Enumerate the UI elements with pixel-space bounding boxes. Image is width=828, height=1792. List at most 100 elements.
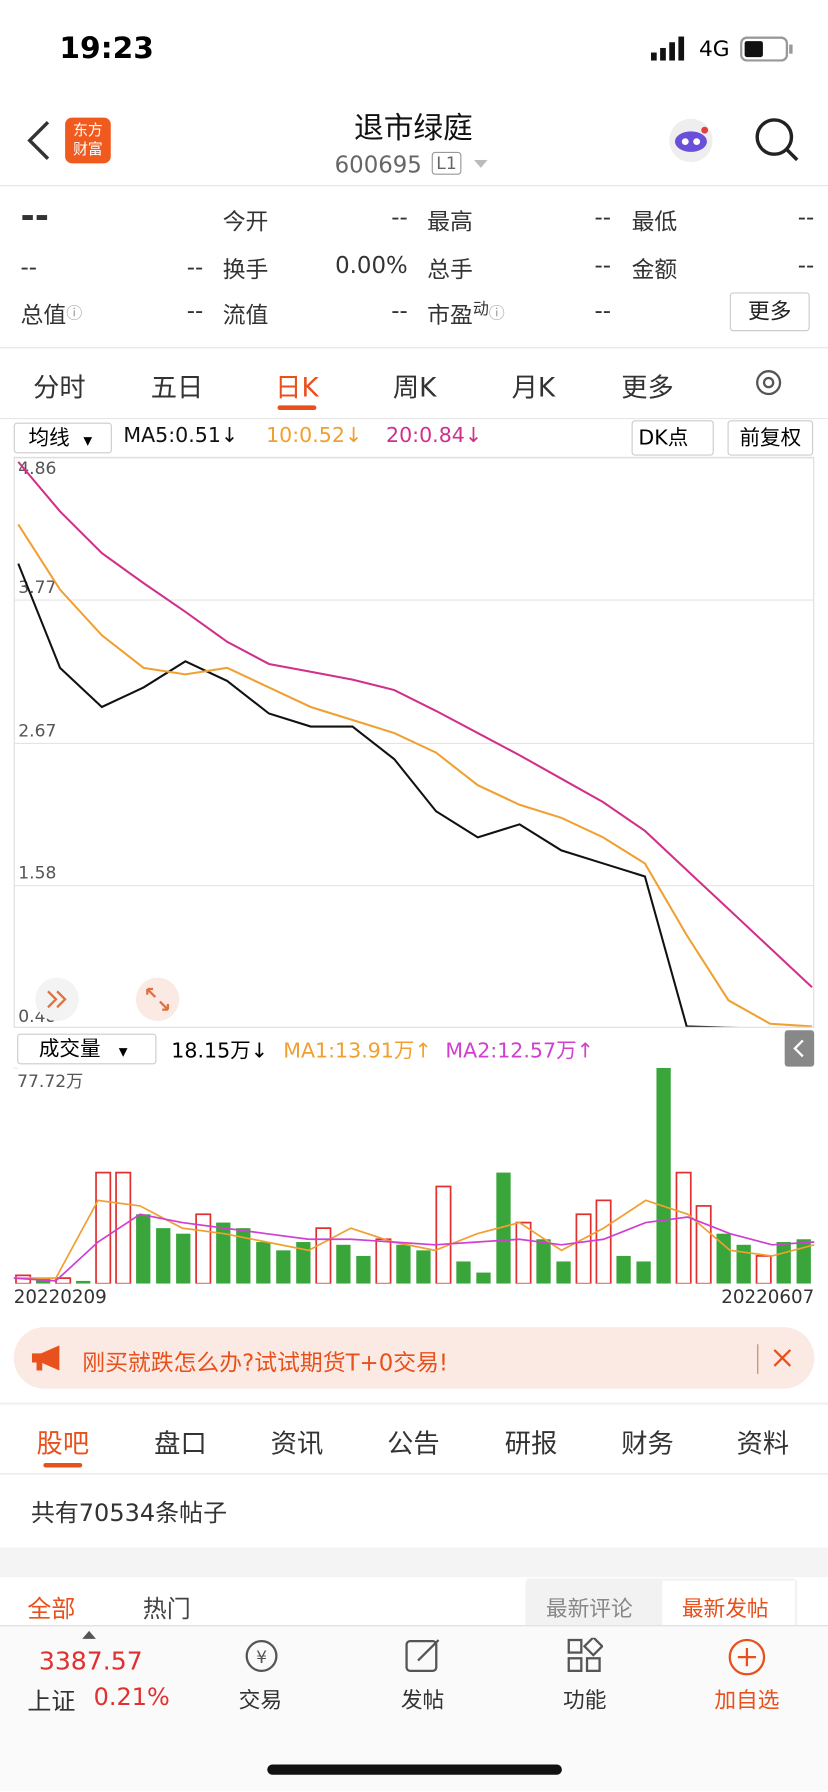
up-arrow	[82, 1630, 96, 1639]
nav-item[interactable]: 交易	[238, 1687, 283, 1714]
ma-line	[17, 563, 730, 1027]
selector-text: 成交量	[38, 1036, 101, 1061]
logo-text: 东方	[73, 122, 103, 140]
side-panel-button[interactable]	[784, 1030, 815, 1067]
volume-bar	[636, 1261, 651, 1284]
volume-bar	[496, 1172, 511, 1284]
spacer	[0, 1547, 828, 1578]
volume-selector[interactable]: 成交量 ▼	[17, 1033, 157, 1065]
assistant-avatar[interactable]	[667, 116, 715, 164]
volume-bar	[755, 1255, 772, 1284]
battery-icon	[740, 36, 793, 62]
info-icon[interactable]: ⓘ	[488, 304, 505, 324]
volume-bar	[776, 1242, 791, 1284]
field-label: 总值ⓘ	[21, 297, 83, 330]
search-button[interactable]	[754, 116, 800, 162]
volume-bar	[356, 1255, 371, 1284]
volume-bar	[435, 1185, 452, 1284]
volume-bar	[716, 1233, 731, 1284]
info-tab[interactable]: 财务	[621, 1429, 674, 1460]
back-button[interactable]	[25, 120, 52, 161]
y-tick-label: 77.72万	[17, 1072, 83, 1092]
signal-icon	[650, 36, 685, 61]
volume-ma: MA1:13.91万↑	[283, 1039, 432, 1064]
chart-tab[interactable]: 日K	[275, 373, 319, 404]
divider	[0, 1473, 828, 1475]
level-badge[interactable]: L1	[431, 151, 462, 175]
volume-bar	[796, 1239, 811, 1284]
logo-text: 财富	[73, 141, 103, 159]
promo-banner[interactable]	[13, 1327, 815, 1389]
info-tab[interactable]: 股吧	[36, 1429, 90, 1460]
adjust-button[interactable]: 前复权	[727, 420, 814, 456]
volume-bar	[136, 1214, 151, 1284]
more-button[interactable]: 更多	[729, 292, 810, 332]
info-tab[interactable]: 研报	[504, 1429, 558, 1460]
network: 4G	[698, 36, 730, 62]
sort-option[interactable]: 最新评论	[545, 1596, 633, 1622]
volume-bar	[375, 1238, 392, 1284]
sort-option[interactable]: 最新发帖	[681, 1596, 769, 1622]
collapse-button[interactable]	[34, 976, 80, 1022]
field-label: 换手	[222, 255, 269, 284]
info-icon[interactable]: ⓘ	[66, 304, 83, 324]
info-tab[interactable]: 资讯	[270, 1429, 324, 1460]
chart-tab[interactable]: 周K	[392, 373, 437, 404]
settings-button[interactable]	[751, 365, 785, 399]
ma-label: 10:0.52↓	[266, 423, 363, 448]
chart-tab[interactable]: 五日	[150, 373, 204, 404]
info-tab[interactable]: 公告	[387, 1429, 440, 1460]
nav-item[interactable]: 加自选	[714, 1687, 780, 1714]
field-label: 流值	[222, 301, 269, 329]
volume-bar	[456, 1261, 471, 1284]
chart-tab[interactable]: 分时	[33, 373, 86, 404]
field-label: 今开	[222, 207, 269, 236]
filter-tab[interactable]: 热门	[142, 1595, 191, 1623]
volume-bar	[256, 1242, 271, 1284]
dk-button[interactable]: DK点	[631, 420, 714, 456]
info-tab[interactable]: 资料	[736, 1429, 790, 1460]
volume-value: 18.15万↓	[171, 1039, 268, 1064]
volume-bar	[176, 1233, 191, 1284]
volume-bar	[595, 1199, 612, 1284]
y-tick-label: 2.67	[18, 722, 56, 742]
field-value: --	[594, 203, 612, 231]
fullscreen-button[interactable]	[135, 976, 181, 1022]
nav-item[interactable]: 发帖	[400, 1687, 445, 1714]
volume-ma-line	[13, 1213, 815, 1282]
selector-text: 均线	[28, 425, 70, 450]
post-icon	[405, 1639, 440, 1672]
volume-bar	[476, 1272, 491, 1284]
volume-bar	[656, 1067, 671, 1284]
info-tab[interactable]: 盘口	[154, 1429, 207, 1460]
price: --	[20, 196, 50, 237]
volume-bar	[416, 1250, 431, 1284]
tab-underline	[43, 1462, 83, 1468]
svg-text:¥: ¥	[256, 1648, 267, 1668]
field-label: 最低	[631, 207, 678, 236]
banner-divider	[757, 1344, 759, 1374]
label-text: 总值	[20, 301, 67, 329]
chart-tab[interactable]: 月K	[511, 373, 556, 404]
volume-bar	[216, 1222, 231, 1284]
filter-tab[interactable]: 全部	[27, 1595, 76, 1623]
field-label: 总手	[427, 255, 473, 284]
close-button[interactable]	[773, 1349, 792, 1367]
change-pct: --	[186, 253, 204, 281]
field-label: 金额	[631, 255, 678, 284]
time: 19:23	[59, 31, 154, 67]
volume-bar	[575, 1213, 592, 1284]
volume-bar	[616, 1255, 631, 1284]
index-value[interactable]: 3387.57	[38, 1648, 143, 1677]
chart-tab[interactable]: 更多	[621, 373, 674, 404]
dropdown-arrow	[473, 159, 488, 168]
change: --	[20, 253, 38, 281]
field-value: 0.00%	[335, 251, 408, 279]
divider	[0, 185, 828, 187]
volume-bar	[736, 1244, 751, 1284]
nav-item[interactable]: 功能	[563, 1687, 607, 1714]
ma-selector[interactable]: 均线 ▼	[13, 422, 112, 454]
end-date: 20220607	[721, 1285, 815, 1308]
field-value: --	[797, 203, 815, 231]
